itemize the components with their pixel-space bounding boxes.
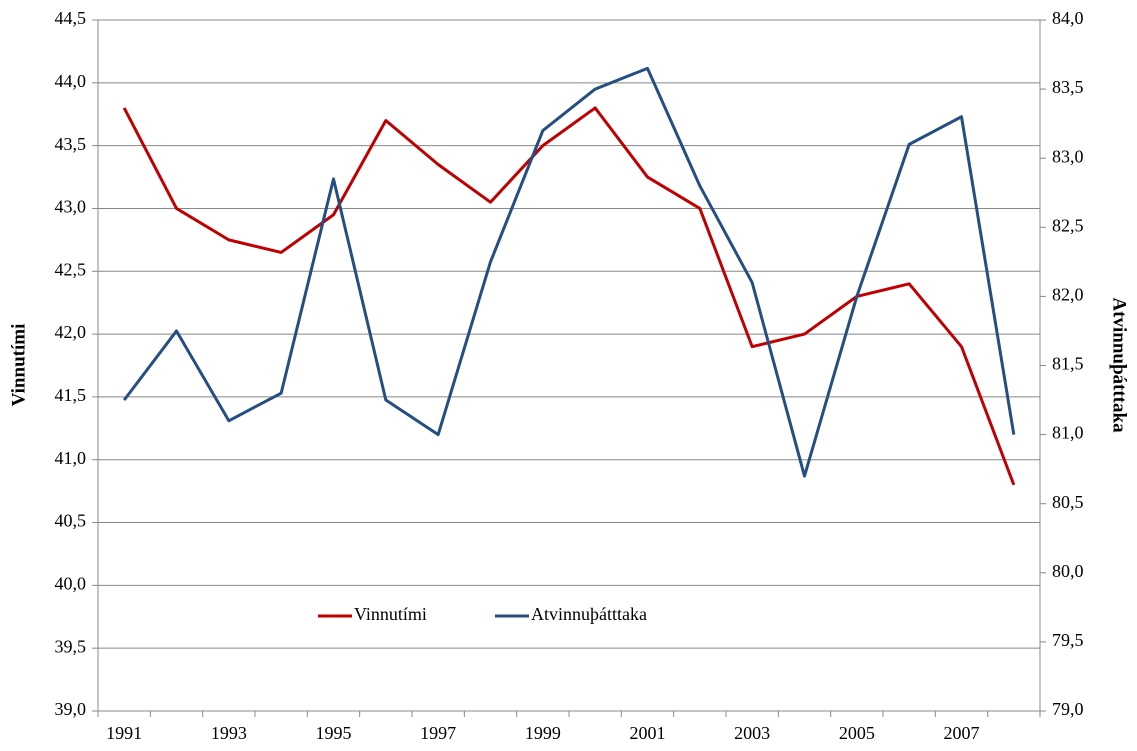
y-tick-label: 41,5	[55, 385, 87, 405]
x-tick-label: 2003	[734, 723, 770, 743]
y-tick-label: 44,0	[55, 71, 87, 91]
y-tick-label: 44,5	[55, 8, 87, 28]
series-line	[122, 66, 1016, 478]
y2-tick-label: 83,0	[1052, 146, 1084, 166]
y-tick-label: 39,5	[55, 636, 87, 656]
y-axis-title: Vinnutími	[8, 324, 29, 407]
x-tick-label: 2001	[630, 723, 666, 743]
x-tick-label: 1995	[316, 723, 352, 743]
y2-tick-label: 82,0	[1052, 285, 1084, 305]
x-tick-label: 1993	[211, 723, 247, 743]
y2-tick-label: 81,0	[1052, 423, 1084, 443]
y2-tick-label: 79,0	[1052, 699, 1084, 719]
y2-tick-label: 80,0	[1052, 561, 1084, 581]
y2-tick-label: 80,5	[1052, 492, 1084, 512]
legend-label: Vinnutími	[354, 604, 427, 624]
y2-axis-title: Atvinnuþátttaka	[1109, 297, 1130, 433]
x-tick-label: 2007	[944, 723, 980, 743]
y-tick-label: 43,5	[55, 134, 87, 154]
y-tick-label: 42,5	[55, 259, 87, 279]
legend-label: Atvinnuþátttaka	[531, 604, 647, 624]
y2-tick-label: 82,5	[1052, 215, 1084, 235]
y-tick-label: 41,0	[55, 448, 87, 468]
y-tick-label: 40,5	[55, 511, 87, 531]
x-tick-label: 2005	[839, 723, 875, 743]
y2-tick-label: 84,0	[1052, 8, 1084, 28]
y2-tick-label: 81,5	[1052, 354, 1084, 374]
series-line	[122, 106, 1016, 486]
x-tick-label: 1999	[525, 723, 561, 743]
y2-tick-label: 83,5	[1052, 77, 1084, 97]
y2-tick-label: 79,5	[1052, 630, 1084, 650]
y-tick-label: 40,0	[55, 573, 87, 593]
y-tick-label: 42,0	[55, 322, 87, 342]
y-tick-label: 43,0	[55, 197, 87, 217]
x-tick-label: 1997	[420, 723, 456, 743]
x-tick-label: 1991	[106, 723, 142, 743]
y-tick-label: 39,0	[55, 699, 87, 719]
